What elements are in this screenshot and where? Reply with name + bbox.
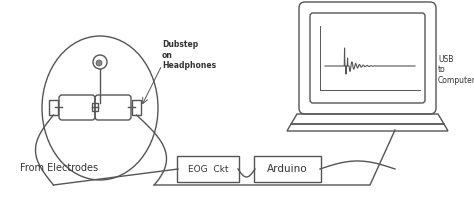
Text: EOG  Ckt: EOG Ckt [188,164,228,174]
Text: USB
to
Computer: USB to Computer [438,55,474,85]
Text: Dubstep
on
Headphones: Dubstep on Headphones [162,40,216,70]
FancyBboxPatch shape [177,156,239,182]
Text: From Electrodes: From Electrodes [20,163,98,173]
FancyBboxPatch shape [254,156,321,182]
Text: Arduino: Arduino [267,164,308,174]
Circle shape [96,60,102,66]
